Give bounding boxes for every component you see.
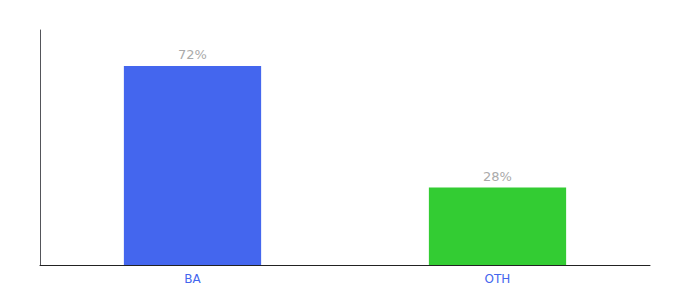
svg-text:BA: BA <box>184 272 201 286</box>
svg-text:72%: 72% <box>178 47 207 62</box>
svg-text:OTH: OTH <box>485 272 511 286</box>
svg-text:28%: 28% <box>483 169 512 184</box>
